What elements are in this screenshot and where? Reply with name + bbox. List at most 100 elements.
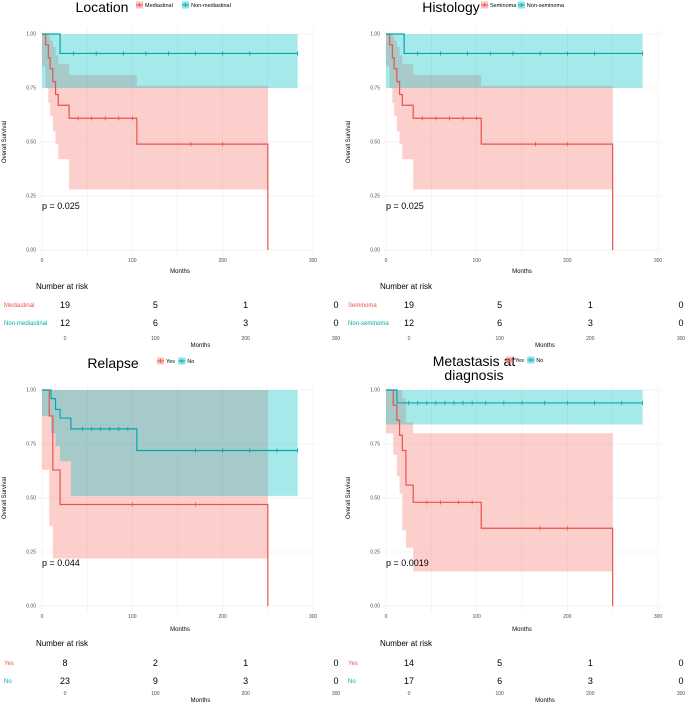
risk-count: 5 <box>497 658 502 668</box>
survival-curve-group2 <box>42 389 298 452</box>
x-tick-label: 200 <box>218 258 227 264</box>
survival-curve-group1 <box>42 389 269 606</box>
ci-band-group2 <box>42 34 298 88</box>
legend-label: Yes <box>166 359 175 365</box>
y-tick-label: 0.25 <box>370 550 380 556</box>
p-value: p = 0.044 <box>42 558 80 568</box>
risk-x-tick-label: 0 <box>408 691 411 697</box>
risk-count: 12 <box>60 318 70 328</box>
legend-label: Yes <box>515 358 524 364</box>
risk-table-title: Number at risk <box>380 639 433 648</box>
risk-count: 19 <box>404 300 414 310</box>
y-axis-label: Overall Survival <box>346 477 352 519</box>
legend-label: Seminoma <box>490 3 517 9</box>
x-tick-label: 200 <box>563 258 572 264</box>
risk-count: 3 <box>588 318 593 328</box>
x-axis-label: Months <box>170 627 190 633</box>
risk-x-tick-label: 0 <box>64 691 67 697</box>
risk-count: 23 <box>60 676 70 686</box>
legend: Yes No <box>157 357 194 365</box>
panel-title-line: Location <box>76 0 129 15</box>
y-tick-label: 0.00 <box>26 248 36 254</box>
risk-count: 0 <box>333 300 338 310</box>
y-tick-label: 1.00 <box>26 388 36 394</box>
panel-title-line: Relapse <box>87 355 139 371</box>
risk-count: 8 <box>62 658 67 668</box>
y-tick-label: 1.00 <box>370 388 380 394</box>
risk-table: Number at risk Seminoma 19 5 1 0 Non-seminoma 1… <box>348 282 685 349</box>
risk-count: 1 <box>588 300 593 310</box>
x-tick-label: 100 <box>472 258 481 264</box>
ci-band-group1 <box>386 390 613 572</box>
risk-table-title: Number at risk <box>380 282 433 291</box>
x-axis-label: Months <box>170 269 190 275</box>
survival-curve-group2 <box>386 389 643 404</box>
survival-curve-group2 <box>42 33 298 55</box>
risk-x-tick-label: 100 <box>151 336 160 342</box>
risk-x-tick-label: 100 <box>151 691 160 697</box>
risk-x-tick-label: 100 <box>495 691 504 697</box>
risk-group-label: Yes <box>348 661 358 667</box>
risk-count: 1 <box>243 658 248 668</box>
p-value: p = 0.025 <box>386 201 424 211</box>
risk-count: 0 <box>678 300 683 310</box>
x-tick-label: 0 <box>41 614 44 620</box>
x-tick-label: 0 <box>41 258 44 264</box>
risk-count: 0 <box>678 676 683 686</box>
x-tick-label: 300 <box>654 258 663 264</box>
risk-group-label: No <box>4 679 12 685</box>
risk-group-label: Seminoma <box>348 303 377 309</box>
y-tick-label: 1.00 <box>26 32 36 38</box>
panel-title-line: Histology <box>422 0 480 15</box>
risk-count: 0 <box>333 318 338 328</box>
km-panel-1: 0.000.250.500.751.000 100 200 300MonthsOver… <box>2 0 340 349</box>
legend-label: No <box>536 358 543 364</box>
risk-group-label: No <box>348 679 356 685</box>
panel-title: Histology <box>422 0 480 15</box>
risk-count: 9 <box>153 676 158 686</box>
risk-group-label: Non-seminoma <box>348 321 389 327</box>
risk-x-tick-label: 200 <box>586 691 595 697</box>
panel-title-line: Metastasis at <box>433 353 516 369</box>
x-tick-label: 100 <box>128 258 137 264</box>
risk-count: 12 <box>404 318 414 328</box>
y-tick-label: 0.50 <box>26 140 36 146</box>
plot-grid <box>38 28 317 256</box>
y-tick-label: 0.75 <box>26 442 36 448</box>
risk-count: 17 <box>404 676 414 686</box>
risk-count: 1 <box>588 658 593 668</box>
survival-curve-group1 <box>386 389 614 606</box>
y-tick-label: 0.50 <box>370 140 380 146</box>
risk-count: 0 <box>333 658 338 668</box>
y-tick-label: 0.25 <box>370 194 380 200</box>
legend-label: Non-mediastinal <box>191 3 231 9</box>
y-axis-label: Overall Survival <box>346 121 352 163</box>
ci-band-group1 <box>42 34 268 190</box>
y-tick-label: 0.50 <box>370 496 380 502</box>
risk-group-label: Non-mediastinal <box>4 321 47 327</box>
x-axis-label: Months <box>512 627 532 633</box>
x-tick-label: 200 <box>218 614 227 620</box>
ci-band-group2 <box>386 34 643 88</box>
y-tick-label: 0.00 <box>370 248 380 254</box>
risk-x-axis-label: Months <box>535 698 555 704</box>
risk-count: 3 <box>588 676 593 686</box>
risk-count: 5 <box>497 300 502 310</box>
risk-x-axis-label: Months <box>191 698 211 704</box>
risk-x-tick-label: 200 <box>586 336 595 342</box>
panel-title-line: diagnosis <box>444 367 503 383</box>
risk-x-tick-label: 100 <box>495 336 504 342</box>
y-tick-label: 0.25 <box>26 194 36 200</box>
km-panel-3: 0.000.250.500.751.000 100 200 300MonthsOver… <box>2 355 340 704</box>
x-tick-label: 100 <box>128 614 137 620</box>
ci-band-group2 <box>386 390 643 425</box>
y-tick-label: 1.00 <box>370 32 380 38</box>
survival-curve-group1 <box>386 33 614 250</box>
risk-count: 3 <box>243 676 248 686</box>
risk-group-label: Mediastinal <box>4 303 34 309</box>
p-value: p = 0.025 <box>42 201 80 211</box>
